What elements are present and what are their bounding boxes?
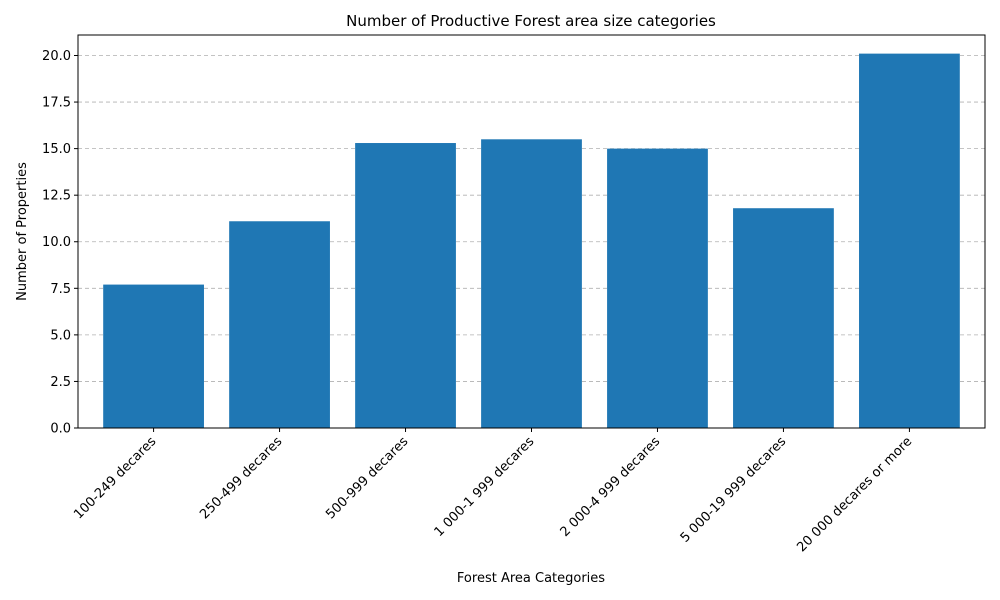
y-tick-label: 15.0 [42, 142, 71, 157]
bars [103, 53, 960, 429]
y-tick-label: 17.5 [42, 96, 71, 111]
x-tick-label: 2 000-4 999 decares [558, 434, 664, 540]
bar [103, 284, 204, 428]
y-tick-label: 5.0 [50, 328, 71, 343]
x-tick-label: 20 000 decares or more [794, 434, 915, 555]
x-tick-label: 250-499 decares [197, 434, 285, 522]
x-tick-label: 5 000-19 999 decares [678, 434, 790, 546]
x-tick-label: 100-249 decares [71, 434, 159, 522]
bar [355, 143, 456, 428]
bar [859, 53, 960, 429]
y-tick-label: 10.0 [42, 235, 71, 250]
y-tick-label: 0.0 [50, 422, 71, 437]
bar [607, 148, 708, 428]
y-tick-label: 2.5 [50, 375, 71, 390]
x-tick-label: 1 000-1 999 decares [432, 434, 538, 540]
y-tick-label: 12.5 [42, 189, 71, 204]
y-tick-label: 20.0 [42, 49, 71, 64]
x-tick-label: 500-999 decares [323, 434, 411, 522]
bar [229, 221, 330, 428]
y-tick-label: 7.5 [50, 282, 71, 297]
x-axis: 100-249 decares 250-499 decares 500-999 de… [71, 428, 915, 555]
bar [733, 208, 834, 428]
y-axis: 0.0 2.5 5.0 7.5 10.0 12.5 15.0 17.5 20.0 [42, 49, 78, 437]
bar [481, 139, 582, 428]
chart-title: Number of Productive Forest area size ca… [346, 12, 716, 30]
x-axis-title: Forest Area Categories [457, 571, 605, 586]
y-axis-title: Number of Properties [15, 162, 30, 301]
